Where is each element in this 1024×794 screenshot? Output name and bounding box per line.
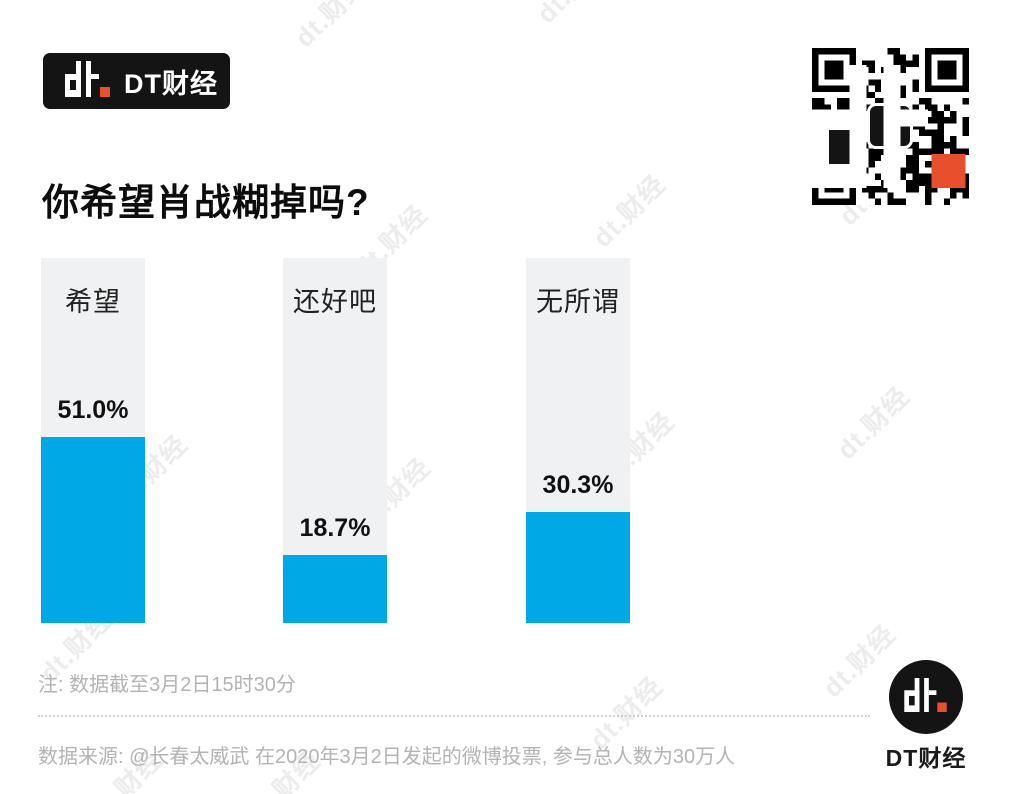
qr-center-logo — [811, 64, 966, 188]
bar-fill — [526, 512, 630, 623]
footer-source: 数据来源: @长春太威武 在2020年3月2日发起的微博投票, 参与总人数为30… — [38, 746, 736, 768]
bar-category-label: 无所谓 — [536, 287, 620, 317]
bar-column-3: 无所谓 30.3% — [526, 258, 630, 623]
dt-glyph-icon — [904, 677, 948, 717]
bar-value-label: 18.7% — [299, 514, 371, 542]
brand-logo-label: DT财经 — [124, 68, 218, 99]
dt-glyph-icon — [811, 48, 969, 205]
dotted-divider — [38, 715, 870, 717]
bar-category-label: 还好吧 — [293, 287, 377, 317]
footer-brand: DT财经 — [882, 660, 970, 773]
bar-category-label: 希望 — [65, 287, 121, 317]
bar-fill — [283, 555, 387, 623]
footer-brand-label: DT财经 — [885, 745, 967, 771]
qr-code — [811, 48, 969, 205]
footer-note: 注: 数据截至3月2日15时30分 — [38, 674, 296, 696]
bar-value-label: 30.3% — [542, 471, 614, 499]
bar-fill — [41, 437, 145, 623]
bar-column-2: 还好吧 18.7% — [283, 258, 387, 623]
brand-logo: DT财经 — [43, 53, 230, 109]
bar-value-label: 51.0% — [57, 396, 129, 424]
page-title: 你希望肖战糊掉吗? — [42, 182, 370, 223]
bar-column-1: 希望 51.0% — [41, 258, 145, 623]
footer-brand-circle — [889, 660, 963, 734]
